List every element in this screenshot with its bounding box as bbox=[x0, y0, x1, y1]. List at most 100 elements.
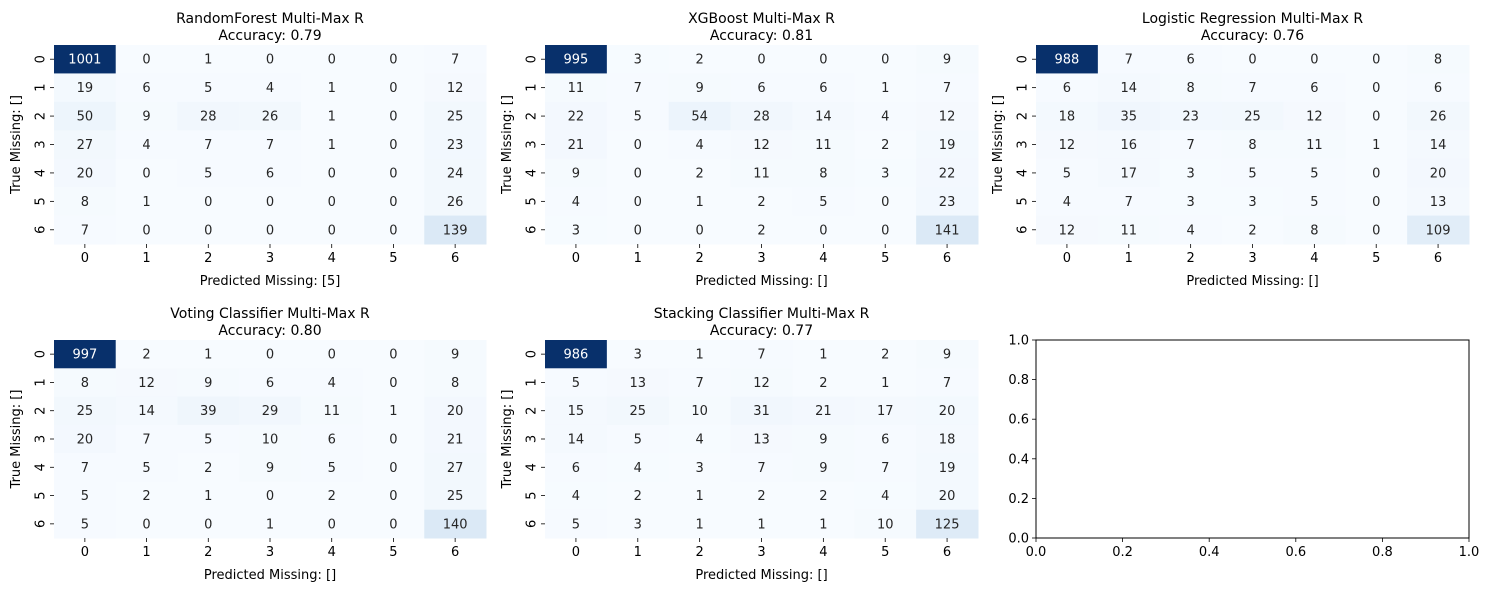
cell-label: 988 bbox=[1055, 53, 1080, 68]
cell-label: 2 bbox=[881, 138, 889, 153]
panel-title: Accuracy: 0.79 bbox=[218, 28, 321, 44]
heatmap-cell bbox=[1159, 187, 1223, 217]
y-tick-label: 0 bbox=[34, 55, 49, 63]
cell-label: 7 bbox=[943, 376, 951, 391]
cell-label: 6 bbox=[1187, 53, 1195, 68]
cell-label: 18 bbox=[1059, 110, 1076, 125]
y-tick-label: 3 bbox=[1016, 140, 1031, 148]
cell-label: 14 bbox=[815, 110, 832, 125]
heatmap-cell bbox=[1221, 101, 1284, 131]
cell-label: 25 bbox=[1244, 110, 1261, 125]
cell-label: 7 bbox=[1125, 53, 1133, 68]
cell-label: 15 bbox=[568, 404, 585, 419]
x-tick-label: 5 bbox=[881, 545, 889, 560]
heatmap-cell bbox=[1345, 215, 1408, 245]
y-tick-label: 6 bbox=[525, 520, 540, 528]
heatmap-cell bbox=[1283, 101, 1346, 131]
panel-title: Stacking Classifier Multi-Max R bbox=[654, 306, 870, 322]
panel-title: Logistic Regression Multi-Max R bbox=[1142, 11, 1363, 27]
cell-label: 7 bbox=[757, 348, 765, 363]
cell-label: 8 bbox=[1310, 223, 1318, 238]
cell-label: 7 bbox=[81, 461, 89, 476]
heatmap-cell bbox=[1221, 187, 1284, 217]
cell-label: 4 bbox=[881, 489, 889, 504]
heatmap-cell bbox=[854, 509, 917, 539]
x-tick-label: 2 bbox=[1187, 251, 1195, 266]
heatmap-cell bbox=[300, 215, 364, 245]
heatmap-cell bbox=[424, 101, 487, 131]
y-axis-label: True Missing: [] bbox=[991, 95, 1006, 195]
y-tick-label: 1.0 bbox=[1008, 334, 1029, 349]
x-tick-label: 0.4 bbox=[1199, 545, 1220, 560]
x-tick-label: 4 bbox=[328, 251, 336, 266]
cell-label: 0 bbox=[142, 517, 150, 532]
heatmap-cell bbox=[239, 187, 302, 217]
cell-label: 20 bbox=[77, 433, 94, 448]
x-tick-label: 0.0 bbox=[1026, 545, 1047, 560]
heatmap-cell bbox=[730, 340, 793, 369]
heatmap-cell bbox=[115, 73, 178, 103]
heatmap-cell bbox=[668, 130, 732, 160]
heatmap-cell bbox=[54, 368, 117, 398]
cell-label: 9 bbox=[451, 348, 459, 363]
y-tick-label: 0.6 bbox=[1008, 413, 1029, 428]
empty-axes-frame bbox=[1035, 339, 1470, 539]
heatmap-cell bbox=[239, 215, 302, 245]
cell-label: 0 bbox=[266, 195, 274, 210]
cell-label: 2 bbox=[757, 195, 765, 210]
cell-label: 4 bbox=[1187, 223, 1195, 238]
heatmap-cell bbox=[545, 453, 608, 482]
cell-label: 0 bbox=[389, 138, 397, 153]
heatmap-cell bbox=[916, 101, 979, 131]
cell-label: 6 bbox=[328, 433, 336, 448]
cell-label: 5 bbox=[328, 461, 336, 476]
y-tick-label: 2 bbox=[525, 407, 540, 415]
panel-5: 0.0 0.2 0.4 0.6 0.8 1.0 0.0 0.2 0.4 0.6 0.8 1.0 bbox=[1008, 334, 1479, 561]
heatmap-cell bbox=[916, 340, 979, 369]
heatmap-cell bbox=[668, 481, 732, 511]
heatmap-cell bbox=[177, 187, 240, 217]
y-tick-label: 0.8 bbox=[1008, 373, 1029, 388]
heatmap-cell bbox=[424, 45, 487, 74]
heatmap-cell bbox=[916, 130, 979, 160]
cell-label: 0 bbox=[1372, 81, 1380, 96]
y-tick-label: 5 bbox=[525, 491, 540, 499]
cell-label: 5 bbox=[1310, 195, 1318, 210]
heatmap-cell bbox=[545, 424, 608, 454]
heatmap-cell bbox=[606, 396, 670, 426]
cell-label: 8 bbox=[1434, 53, 1442, 68]
heatmap-cell bbox=[54, 73, 117, 103]
heatmap-cell bbox=[300, 368, 364, 398]
cell-label: 26 bbox=[1430, 110, 1447, 125]
heatmap-cell bbox=[239, 453, 302, 482]
heatmap-cell bbox=[115, 340, 178, 369]
heatmap-cell bbox=[1097, 101, 1161, 131]
heatmap-cell bbox=[668, 340, 732, 369]
cell-label: 2 bbox=[634, 489, 642, 504]
cell-label: 0 bbox=[1372, 53, 1380, 68]
cell-label: 4 bbox=[142, 138, 150, 153]
cell-label: 11 bbox=[815, 138, 832, 153]
y-tick-label: 3 bbox=[34, 140, 49, 148]
heatmap-cell bbox=[1036, 45, 1099, 74]
y-tick-label: 1 bbox=[525, 378, 540, 386]
cell-label: 25 bbox=[77, 404, 94, 419]
cell-label: 7 bbox=[1248, 81, 1256, 96]
heatmap-cell bbox=[1345, 130, 1408, 160]
heatmap-cell bbox=[239, 368, 302, 398]
panel-title: RandomForest Multi-Max R bbox=[176, 11, 364, 27]
heatmap-cell bbox=[730, 187, 793, 217]
y-tick-label: 5 bbox=[1016, 197, 1031, 205]
cell-label: 26 bbox=[447, 195, 464, 210]
heatmap-cell bbox=[177, 340, 240, 369]
cell-label: 0 bbox=[1372, 166, 1380, 181]
cell-label: 1 bbox=[881, 81, 889, 96]
y-axis-label: True Missing: [] bbox=[500, 95, 515, 195]
x-tick-label: 5 bbox=[389, 545, 397, 560]
heatmap-cell bbox=[606, 368, 670, 398]
heatmap-cell bbox=[730, 509, 793, 539]
heatmap-cell bbox=[1221, 158, 1284, 188]
